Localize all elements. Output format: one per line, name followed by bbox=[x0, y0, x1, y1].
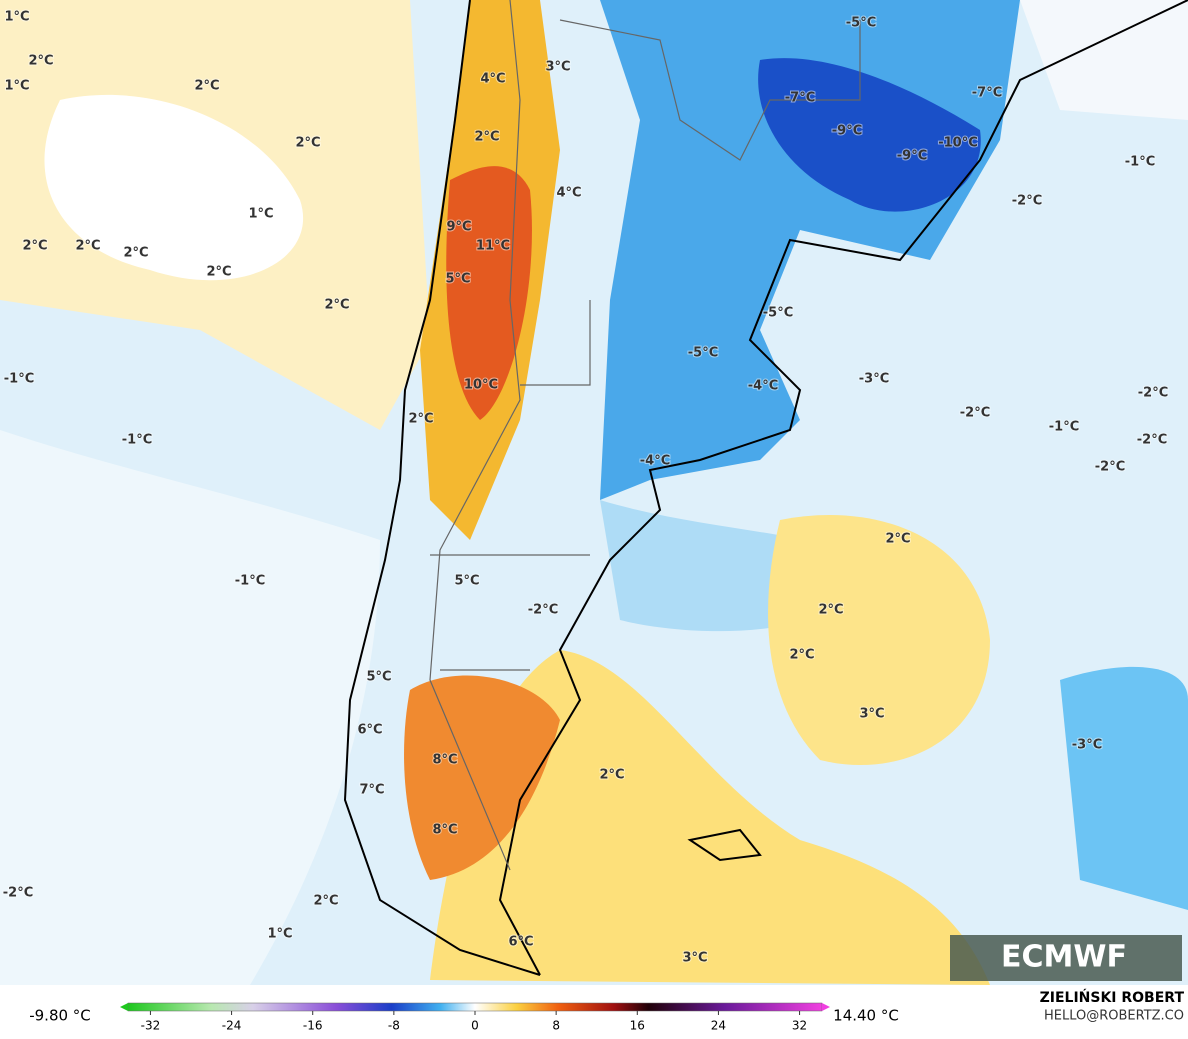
border bbox=[559, 19, 861, 161]
temperature-label: 2°C bbox=[206, 265, 231, 280]
temperature-label: 2°C bbox=[789, 648, 814, 663]
islands bbox=[687, 828, 762, 862]
temperature-label: 1°C bbox=[267, 927, 292, 942]
temperature-label: -10°C bbox=[938, 136, 978, 151]
temperature-label: 2°C bbox=[313, 894, 338, 909]
colorbar-end bbox=[822, 1003, 830, 1011]
neutral-area bbox=[44, 94, 304, 281]
temperature-label: -7°C bbox=[785, 91, 815, 106]
map-fields bbox=[0, 0, 1188, 985]
colorbar-min: -9.80 °C bbox=[29, 1007, 91, 1025]
temperature-label: 1°C bbox=[4, 79, 29, 94]
coastlines bbox=[343, 0, 1188, 976]
logo-box bbox=[950, 935, 1182, 981]
colorbar-end bbox=[120, 1003, 128, 1011]
temperature-label: 2°C bbox=[75, 239, 100, 254]
colorbar: -32 -24 -16 -8 0 8 16 24 32 bbox=[120, 1002, 830, 1033]
temperature-label: -9°C bbox=[832, 124, 862, 139]
colorbar-tick-label: -24 bbox=[222, 1019, 242, 1033]
temperature-label: 2°C bbox=[474, 130, 499, 145]
colorbar-fill bbox=[127, 1002, 823, 1012]
temperature-label: 5°C bbox=[445, 272, 470, 287]
temperature-label: -2°C bbox=[528, 603, 558, 618]
temperature-label: -4°C bbox=[748, 379, 778, 394]
temperature-label: 2°C bbox=[28, 54, 53, 69]
temperature-label: -5°C bbox=[763, 306, 793, 321]
temperature-label: 3°C bbox=[859, 707, 884, 722]
temperature-label: 2°C bbox=[885, 532, 910, 547]
temperature-label: 2°C bbox=[22, 239, 47, 254]
temperature-label: -2°C bbox=[960, 406, 990, 421]
temperature-label: -3°C bbox=[859, 372, 889, 387]
cool-se bbox=[1060, 666, 1188, 910]
temperature-label: 2°C bbox=[408, 412, 433, 427]
temperature-label: 1°C bbox=[4, 10, 29, 25]
temperature-label: 5°C bbox=[366, 670, 391, 685]
temperature-label: 5°C bbox=[454, 574, 479, 589]
temperature-label: 6°C bbox=[357, 723, 382, 738]
temperature-label: 2°C bbox=[194, 79, 219, 94]
pacific-coast bbox=[343, 0, 541, 976]
temperature-label: 7°C bbox=[359, 783, 384, 798]
temperature-label: 2°C bbox=[295, 136, 320, 151]
neutral-ne bbox=[1020, 0, 1188, 120]
colorbar-tick-label: -8 bbox=[388, 1019, 400, 1033]
temperature-label: -5°C bbox=[688, 346, 718, 361]
temperature-label: -1°C bbox=[1125, 155, 1155, 170]
temperature-label: -1°C bbox=[122, 433, 152, 448]
borders bbox=[429, 0, 861, 871]
colorbar-tick-label: -32 bbox=[141, 1019, 161, 1033]
temperature-label: -7°C bbox=[972, 86, 1002, 101]
temperature-label: 2°C bbox=[818, 603, 843, 618]
colorbar-tick-label: -16 bbox=[303, 1019, 323, 1033]
warm-patagonia-sea bbox=[430, 650, 990, 985]
logo: ECMWF bbox=[1001, 940, 1127, 975]
author: ZIELIŃSKI ROBERT bbox=[1040, 988, 1185, 1006]
atlantic-coast bbox=[498, 0, 1188, 976]
temperature-label: 3°C bbox=[545, 60, 570, 75]
temperature-label: 1°C bbox=[248, 207, 273, 222]
temperature-label: -4°C bbox=[640, 454, 670, 469]
temperature-label: -1°C bbox=[235, 574, 265, 589]
temperature-label: 4°C bbox=[556, 186, 581, 201]
andes-hot bbox=[446, 166, 532, 420]
colorbar-tick-label: 32 bbox=[792, 1019, 807, 1033]
temperature-label: -2°C bbox=[1095, 460, 1125, 475]
temperature-label: 11°C bbox=[476, 239, 510, 254]
coldest-region bbox=[758, 58, 981, 212]
map-labels: 1°C 2°C 1°C 2°C 2°C 1°C 2°C 2°C 2°C 2°C 2°C -1°C -1°… bbox=[2, 9, 1169, 967]
colorbar-tick-label: 0 bbox=[471, 1019, 479, 1033]
colorbar-max: 14.40 °C bbox=[833, 1007, 899, 1025]
temperature-label: 3°C bbox=[682, 951, 707, 966]
border bbox=[430, 300, 591, 671]
temperature-label: -1°C bbox=[1049, 420, 1079, 435]
cool-pacific bbox=[0, 430, 380, 985]
temperature-label: -5°C bbox=[846, 16, 876, 31]
temperature-label: 2°C bbox=[324, 298, 349, 313]
temperature-label: 2°C bbox=[123, 246, 148, 261]
temperature-label: 8°C bbox=[432, 823, 457, 838]
temperature-label: -2°C bbox=[3, 886, 33, 901]
temperature-label: -2°C bbox=[1137, 433, 1167, 448]
temperature-label: 2°C bbox=[599, 768, 624, 783]
temperature-label: 9°C bbox=[446, 220, 471, 235]
temperature-label: -2°C bbox=[1012, 194, 1042, 209]
colorbar-tick-label: 8 bbox=[552, 1019, 560, 1033]
temperature-label: -3°C bbox=[1072, 738, 1102, 753]
temperature-label: -2°C bbox=[1138, 386, 1168, 401]
border bbox=[429, 0, 521, 871]
colorbar-tick-label: 24 bbox=[711, 1019, 726, 1033]
contact: HELLO@ROBERTZ.CO bbox=[1044, 1009, 1184, 1024]
colorbar-tick-label: 16 bbox=[630, 1019, 645, 1033]
temperature-label: -9°C bbox=[897, 149, 927, 164]
warm-atlantic bbox=[768, 515, 990, 765]
patagonia-hot bbox=[404, 675, 560, 880]
temperature-label: 4°C bbox=[480, 72, 505, 87]
temperature-label: -1°C bbox=[4, 372, 34, 387]
temperature-label: 8°C bbox=[432, 753, 457, 768]
temperature-label: 10°C bbox=[464, 378, 498, 393]
temperature-label: 6°C bbox=[508, 935, 533, 950]
